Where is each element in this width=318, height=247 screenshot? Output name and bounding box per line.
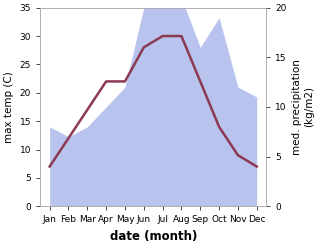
X-axis label: date (month): date (month): [109, 230, 197, 243]
Y-axis label: max temp (C): max temp (C): [4, 71, 14, 143]
Y-axis label: med. precipitation
(kg/m2): med. precipitation (kg/m2): [292, 59, 314, 155]
